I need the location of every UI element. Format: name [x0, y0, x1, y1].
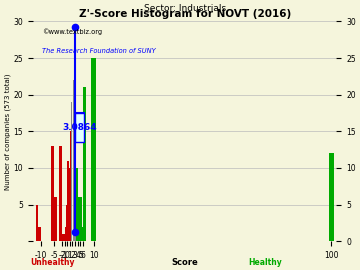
- Y-axis label: Number of companies (573 total): Number of companies (573 total): [4, 73, 11, 190]
- Bar: [66, 205, 67, 241]
- Bar: [51, 146, 54, 241]
- Bar: [59, 146, 62, 241]
- Bar: [79, 197, 80, 241]
- Bar: [75, 161, 76, 241]
- Bar: [54, 197, 57, 241]
- Bar: [82, 227, 83, 241]
- Text: Healthy: Healthy: [248, 258, 282, 267]
- Bar: [38, 227, 41, 241]
- Bar: [71, 102, 72, 241]
- Bar: [36, 205, 38, 241]
- Bar: [70, 131, 71, 241]
- Bar: [329, 153, 334, 241]
- Bar: [68, 168, 70, 241]
- Bar: [67, 161, 68, 241]
- Text: The Research Foundation of SUNY: The Research Foundation of SUNY: [42, 48, 156, 54]
- Bar: [78, 197, 79, 241]
- Bar: [64, 227, 66, 241]
- Text: Score: Score: [171, 258, 198, 267]
- Bar: [74, 146, 75, 241]
- Text: ©www.textbiz.org: ©www.textbiz.org: [42, 28, 102, 35]
- Text: 3.0864: 3.0864: [62, 123, 97, 132]
- Text: Sector: Industrials: Sector: Industrials: [144, 4, 226, 13]
- Title: Z'-Score Histogram for NOVT (2016): Z'-Score Histogram for NOVT (2016): [78, 9, 291, 19]
- Bar: [62, 234, 64, 241]
- Bar: [83, 87, 86, 241]
- Bar: [91, 58, 96, 241]
- Bar: [72, 80, 74, 241]
- Bar: [80, 197, 82, 241]
- Bar: [76, 168, 78, 241]
- Text: Unhealthy: Unhealthy: [31, 258, 75, 267]
- FancyBboxPatch shape: [75, 113, 84, 142]
